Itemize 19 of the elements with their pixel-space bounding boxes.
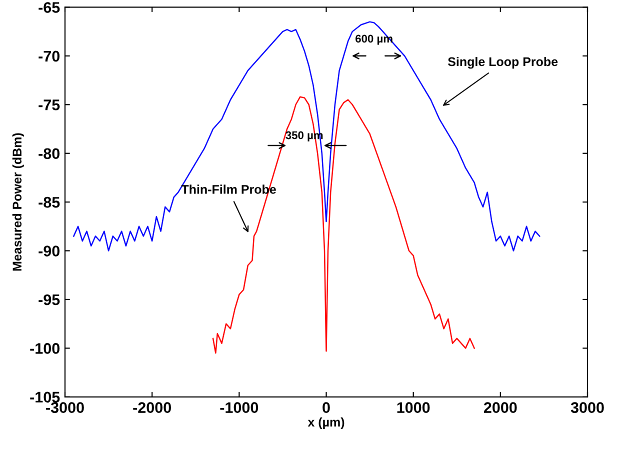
y-tick-label: -85 <box>38 196 60 208</box>
x-tick-label: -3000 <box>46 402 84 414</box>
x-tick-label: -2000 <box>133 402 171 413</box>
y-tick-label: -70 <box>38 50 60 62</box>
x-tick-label: -1000 <box>220 402 258 413</box>
y-tick-label: -105 <box>30 392 60 403</box>
y-tick-label: -65 <box>38 2 60 13</box>
y-tick-label: -80 <box>38 148 60 160</box>
x-tick-label: 2000 <box>484 402 517 413</box>
y-tick-label: -75 <box>38 100 60 110</box>
y-axis-title: Measured Power (dBm) <box>12 133 24 271</box>
x-tick-label: 3000 <box>570 402 604 414</box>
y-tick-label: -90 <box>38 246 60 256</box>
y-tick-label: -100 <box>30 343 60 354</box>
x-tick-label: 1000 <box>397 402 430 413</box>
y-tick-label: -95 <box>38 294 60 306</box>
x-axis-title: x (µm) <box>308 417 344 430</box>
x-tick-label: 0 <box>322 402 330 413</box>
annotation: Single Loop Probe <box>448 56 558 69</box>
